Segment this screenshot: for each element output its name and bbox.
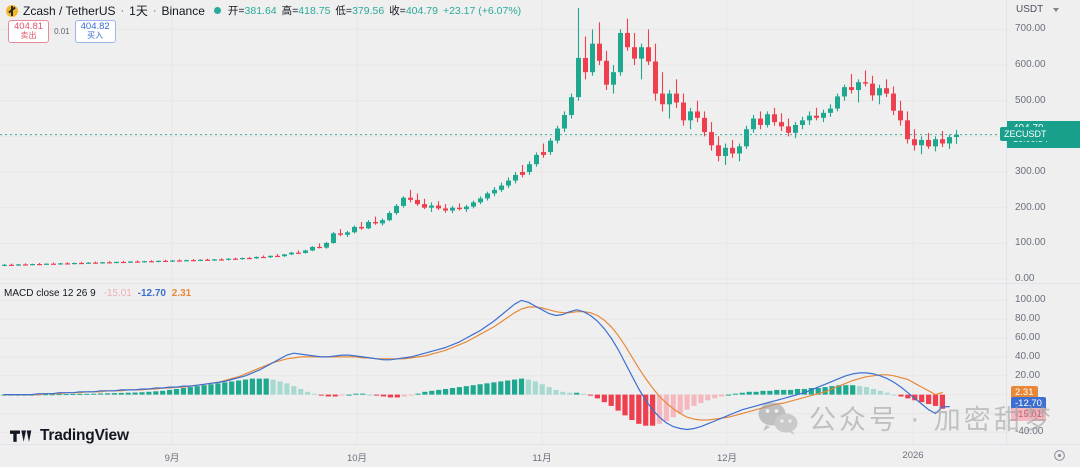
time-tick: 10月: [346, 453, 368, 464]
currency-unit-label: USDT: [1016, 4, 1044, 15]
price-tick: 200.00: [1015, 201, 1046, 213]
symbol-price-tag: ZECUSDT: [1000, 126, 1051, 141]
status-dot-icon: [213, 7, 221, 14]
ohlc-open-value: 381.64: [244, 5, 277, 17]
macd-line-value: -12.70: [137, 288, 166, 299]
ohlc-close-value: 404.79: [405, 5, 438, 17]
candlestick-series: [0, 8, 1006, 267]
macd-value-badge: 2.31: [1011, 386, 1038, 400]
chevron-down-icon[interactable]: [1053, 7, 1060, 12]
ask-label: 卖出: [20, 30, 37, 40]
price-tick: 300.00: [1015, 166, 1046, 178]
ohlc-low-label: 低=: [335, 5, 353, 17]
zcash-logo-icon: [6, 4, 18, 17]
channel-watermark: 公众号 · 加密甜梦: [757, 398, 1054, 437]
price-axis[interactable]: USDT 700.00 600.00 500.00 300.00 200.00 100.0…: [1006, 0, 1080, 284]
macd-tick: -40.00: [1015, 426, 1044, 438]
macd-tick: 20.00: [1015, 369, 1041, 381]
macd-legend-name: MACD close 12 26 9: [4, 288, 96, 299]
chart-legend: Zcash / TetherUS · 1天 · Binance 开=381.64…: [6, 2, 521, 19]
price-tick: 500.00: [1015, 94, 1046, 106]
bid-label: 买入: [87, 30, 104, 40]
legend-separator-2: ·: [152, 4, 157, 17]
ohlc-open: 开=381.64: [228, 3, 277, 18]
tradingview-logo-icon: [10, 430, 32, 442]
macd-series: [0, 284, 1006, 444]
spread-value: 0.01: [54, 27, 70, 37]
ohlc-open-label: 开=: [227, 5, 245, 17]
ask-button[interactable]: 404.81 卖出: [8, 20, 50, 44]
bid-button[interactable]: 404.82 买入: [74, 20, 116, 44]
ohlc-high: 高=418.75: [282, 3, 331, 18]
macd-tick: 80.00: [1015, 313, 1041, 325]
macd-tick: 60.00: [1015, 332, 1041, 344]
time-tick: 11月: [532, 453, 552, 464]
ohlc-change: +23.17 (+6.07%): [442, 4, 522, 17]
time-axis[interactable]: 9月 10月 11月 12月 2026: [0, 444, 1080, 467]
time-tick: 12月: [716, 453, 738, 464]
interval-label[interactable]: 1天: [129, 4, 148, 18]
bid-ask-widget: 404.81 卖出 0.01 404.82 买入: [8, 20, 116, 44]
ohlc-close-label: 收=: [389, 5, 406, 17]
watermark-text: 公众号 · 加密甜梦: [809, 405, 1054, 436]
macd-axis[interactable]: 100.00 80.00 60.00 40.00 20.00 -40.00 2.31 -12…: [1006, 284, 1080, 444]
price-tick: 0.00: [1015, 273, 1035, 284]
price-tick: 700.00: [1015, 23, 1046, 35]
macd-hist-value: -15.01: [103, 288, 132, 299]
ohlc-high-value: 418.75: [298, 5, 331, 17]
ohlc-low-value: 379.56: [352, 5, 385, 17]
ohlc-close: 收=404.79: [389, 3, 438, 18]
ohlc-low: 低=379.56: [335, 3, 384, 18]
ask-price: 404.81: [14, 21, 44, 32]
price-chart-pane[interactable]: [0, 0, 1006, 283]
time-tick: 9月: [164, 453, 180, 464]
macd-chart-pane[interactable]: [0, 284, 1006, 444]
crosshair-target-icon[interactable]: [1053, 449, 1066, 462]
time-tick: 2026: [902, 450, 924, 461]
macd-value-badge: -12.70: [1011, 397, 1046, 411]
currency-unit-button[interactable]: USDT: [1012, 3, 1064, 16]
exchange-label[interactable]: Binance: [161, 3, 205, 18]
macd-value-badge: -15.01: [1011, 408, 1046, 422]
wechat-icon: [758, 402, 798, 435]
macd-signal-value: 2.31: [171, 288, 192, 299]
bid-price: 404.82: [80, 21, 110, 32]
ohlc-high-label: 高=: [281, 5, 299, 17]
macd-tick: 100.00: [1015, 294, 1046, 306]
price-tick: 100.00: [1015, 237, 1046, 249]
macd-tick: 40.00: [1015, 350, 1041, 362]
symbol-name[interactable]: Zcash / TetherUS: [23, 3, 116, 18]
tradingview-branding[interactable]: TradingView: [10, 427, 129, 445]
macd-legend[interactable]: MACD close 12 26 9 -15.01 -12.70 2.31: [4, 288, 191, 299]
tradingview-wordmark: TradingView: [40, 427, 129, 444]
price-tick: 600.00: [1015, 59, 1046, 71]
pane-divider: [0, 283, 1080, 284]
legend-separator-1: ·: [120, 4, 125, 17]
